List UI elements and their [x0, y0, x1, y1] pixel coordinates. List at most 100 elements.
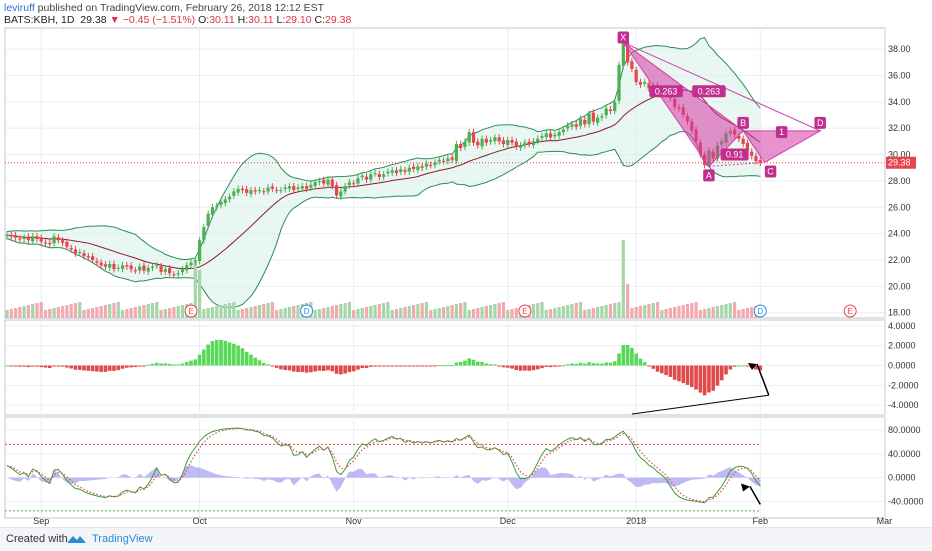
candle-body — [193, 260, 197, 262]
event-marker-label: E — [847, 307, 852, 316]
candle-body — [150, 266, 155, 268]
candle-body — [519, 145, 523, 148]
macd-histogram-bar — [69, 365, 73, 369]
stoch-histogram — [7, 465, 761, 492]
candle-body — [330, 179, 334, 187]
candle-body — [215, 205, 219, 208]
candle-body — [548, 133, 553, 138]
candle-body — [95, 261, 99, 263]
symbol-line: BATS:KBH, 1D 29.38 ▼ −0.45 (−1.51%) O:30… — [4, 14, 351, 26]
candle-body — [18, 238, 22, 240]
volume-bar — [369, 306, 373, 318]
volume-bar — [180, 305, 185, 318]
macd-histogram-bar — [309, 365, 313, 373]
candle-body — [399, 169, 403, 172]
candle-body — [275, 189, 279, 191]
candle-body — [296, 187, 300, 190]
macd-histogram-bar — [604, 362, 608, 366]
macd-histogram-bar — [155, 362, 159, 366]
macd-histogram-bar — [223, 340, 228, 366]
candle-body — [313, 182, 317, 186]
volume-bar — [313, 310, 317, 318]
volume-bar — [548, 309, 553, 318]
macd-histogram-bar — [540, 365, 544, 369]
macd-histogram-bar — [274, 365, 279, 368]
event-marker-label: E — [522, 307, 527, 316]
symbol-label[interactable]: BATS:KBH, 1D — [4, 14, 75, 26]
macd-histogram-bar — [90, 365, 95, 372]
macd-histogram-bar — [369, 365, 373, 367]
volume-bar — [660, 310, 664, 318]
tradingview-brand[interactable]: TradingView — [92, 533, 153, 545]
macd-histogram-bar — [103, 365, 108, 372]
volume-bar — [236, 310, 240, 318]
macd-histogram-bar — [364, 365, 369, 368]
macd-histogram-bar — [617, 353, 621, 366]
macd-histogram-bar — [553, 365, 557, 367]
candle-body — [613, 101, 617, 112]
macd-histogram-bar — [189, 360, 193, 366]
volume-bar — [536, 303, 540, 318]
volume-bar — [198, 270, 202, 318]
candle-body — [527, 141, 531, 144]
candle-body — [232, 191, 236, 196]
high-value: 30.11 — [248, 14, 274, 26]
candle-body — [441, 160, 446, 162]
candle-body — [754, 155, 758, 162]
volume-bar — [5, 310, 9, 318]
macd-histogram-bar — [373, 365, 377, 367]
last-price-tag — [886, 156, 916, 169]
macd-histogram-bar — [471, 359, 476, 366]
candle-body — [557, 132, 561, 136]
macd-histogram-bar — [172, 364, 176, 366]
volume-bar — [591, 308, 595, 318]
volume-bar — [91, 308, 95, 318]
candle-body — [43, 242, 48, 244]
macd-histogram-bar — [433, 365, 437, 367]
macd-histogram-bar — [754, 365, 758, 370]
macd-histogram-bar — [514, 365, 519, 371]
macd-histogram-bar — [724, 365, 728, 375]
y-tick-label: 32.00 — [888, 123, 911, 133]
y-tick-label: 38.00 — [888, 44, 911, 54]
macd-histogram-bar — [18, 365, 22, 367]
macd-histogram-bar — [518, 365, 523, 371]
macd-histogram-bar — [548, 365, 553, 368]
candle-body — [99, 262, 103, 266]
volume-bar — [685, 304, 690, 318]
candle-body — [189, 262, 193, 266]
volume-bar — [61, 306, 65, 318]
y-tick-label: 22.00 — [888, 255, 911, 265]
candle-body — [394, 170, 399, 173]
macd-histogram-bar — [642, 362, 647, 366]
volume-bar — [450, 305, 454, 318]
candle-body — [116, 267, 120, 269]
candle-body — [266, 187, 270, 192]
macd-histogram-bar — [360, 365, 365, 369]
volume-bar — [459, 303, 463, 318]
chart-canvas[interactable]: SepOctNovDec2018FebMarApr18.0020.0022.00… — [0, 24, 932, 527]
macd-histogram-bar — [232, 343, 236, 366]
bollinger-lower-line — [6, 130, 761, 309]
candle-body — [467, 132, 471, 143]
candle-body — [604, 108, 608, 116]
candle-body — [176, 273, 180, 275]
macd-histogram-bar — [227, 342, 232, 366]
macd-histogram-bar — [107, 365, 112, 371]
y-tick-label: 36.00 — [888, 70, 911, 80]
volume-bar — [52, 308, 56, 318]
volume-bar — [382, 303, 386, 318]
macd-histogram-bar — [249, 354, 253, 366]
macd-histogram-bar — [407, 365, 412, 367]
volume-bar — [95, 307, 99, 318]
candle-body — [600, 116, 604, 118]
y-tick-label: 30.00 — [888, 150, 911, 160]
candle-body — [566, 125, 570, 129]
author-link[interactable]: leviruff — [4, 2, 35, 14]
volume-bar — [275, 310, 279, 318]
volume-bar — [403, 307, 407, 318]
volume-bar — [600, 306, 604, 318]
candle-body — [287, 186, 292, 189]
volume-bar — [630, 308, 634, 318]
y-tick-label: 26.00 — [888, 202, 911, 212]
